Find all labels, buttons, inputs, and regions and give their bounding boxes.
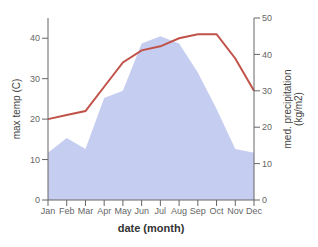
svg-text:Oct: Oct (210, 206, 225, 216)
svg-text:Jul: Jul (155, 206, 167, 216)
svg-text:date (month): date (month) (118, 222, 185, 234)
svg-text:Jun: Jun (134, 206, 149, 216)
svg-text:0: 0 (35, 195, 40, 205)
svg-text:20: 20 (262, 122, 272, 132)
svg-text:Jan: Jan (41, 206, 56, 216)
svg-text:20: 20 (30, 114, 40, 124)
svg-text:40: 40 (30, 33, 40, 43)
svg-text:Nov: Nov (227, 206, 244, 216)
svg-text:Apr: Apr (97, 206, 111, 216)
svg-text:Aug: Aug (171, 206, 187, 216)
svg-text:med. precipitation(kg/m2): med. precipitation(kg/m2) (282, 70, 304, 149)
svg-text:max temp (C): max temp (C) (11, 79, 22, 140)
svg-text:50: 50 (262, 13, 272, 23)
svg-text:0: 0 (262, 195, 267, 205)
svg-text:30: 30 (30, 74, 40, 84)
svg-text:Dec: Dec (246, 206, 263, 216)
svg-text:40: 40 (262, 50, 272, 60)
svg-text:30: 30 (262, 86, 272, 96)
svg-text:Mar: Mar (78, 206, 94, 216)
svg-text:May: May (114, 206, 132, 216)
svg-text:Feb: Feb (59, 206, 75, 216)
svg-text:10: 10 (30, 155, 40, 165)
svg-text:Sep: Sep (190, 206, 206, 216)
svg-text:10: 10 (262, 159, 272, 169)
